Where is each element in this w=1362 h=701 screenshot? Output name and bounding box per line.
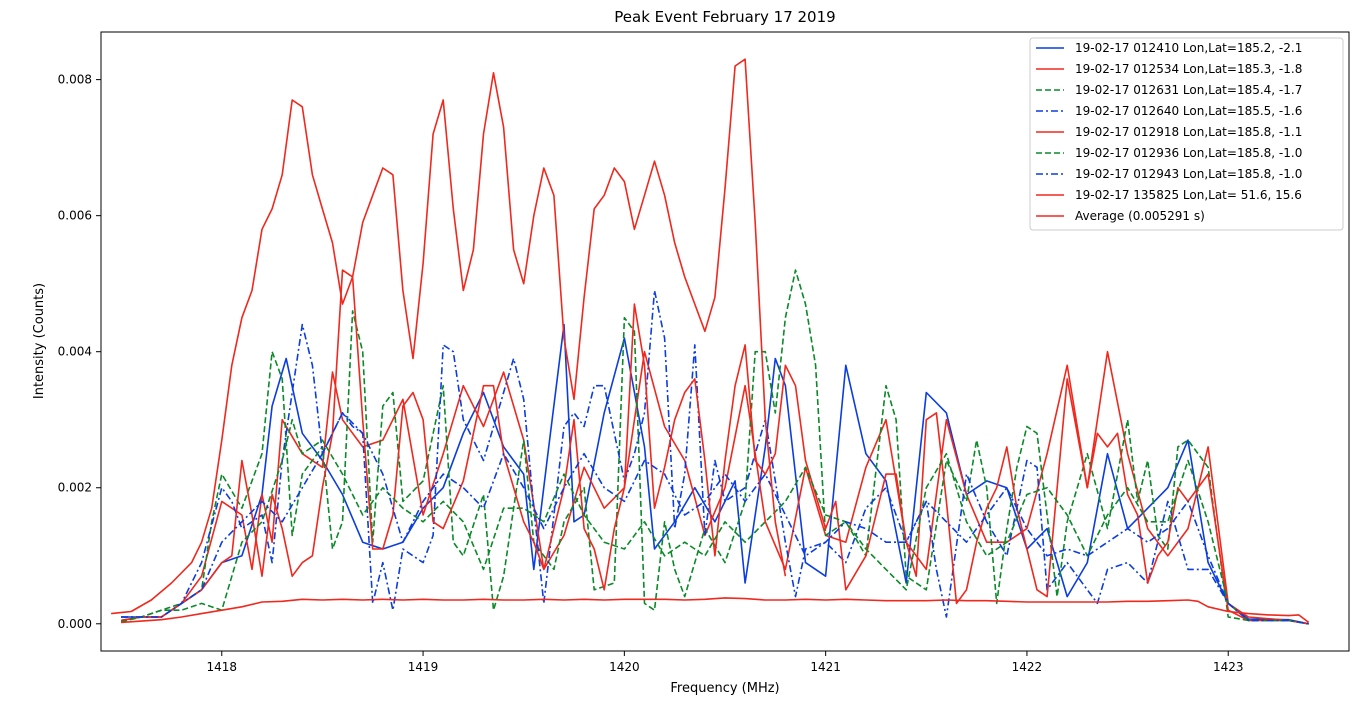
series-line-4: [121, 289, 1309, 625]
series-line-1: [121, 323, 1309, 625]
legend-label-3: 19-02-17 012631 Lon,Lat=185.4, -1.7: [1075, 83, 1302, 97]
y-tick-label: 0.006: [58, 209, 92, 223]
series-line-9: [121, 597, 1310, 624]
plot-area: [111, 58, 1310, 625]
y-tick-label: 0.002: [58, 481, 92, 495]
x-tick-label: 1418: [207, 660, 238, 674]
chart-title: Peak Event February 17 2019: [614, 8, 835, 26]
series-line-3: [120, 269, 1309, 625]
legend-label-8: 19-02-17 135825 Lon,Lat= 51.6, 15.6: [1075, 188, 1302, 202]
y-tick-label: 0.004: [58, 345, 92, 359]
x-tick-label: 1422: [1012, 660, 1043, 674]
axes-frame: [100, 31, 1350, 652]
legend: 19-02-17 012410 Lon,Lat=185.2, -2.1 19-02…: [1029, 37, 1344, 231]
x-axis: 1418 1419 1420 1421 1422 1423: [207, 651, 1244, 674]
legend-box: [1029, 37, 1344, 231]
y-tick-label: 0.000: [58, 617, 92, 631]
x-tick-label: 1421: [810, 660, 841, 674]
x-tick-label: 1420: [609, 660, 640, 674]
series-line-6: [120, 418, 1309, 625]
x-tick-label: 1423: [1213, 660, 1244, 674]
series-line-8: [111, 58, 787, 615]
legend-label-2: 19-02-17 012534 Lon,Lat=185.3, -1.8: [1075, 62, 1302, 76]
x-tick-label: 1419: [408, 660, 439, 674]
series-line-7: [121, 412, 1309, 625]
legend-label-9: Average (0.005291 s): [1075, 209, 1205, 223]
series-line-5: [120, 269, 1309, 625]
legend-label-4: 19-02-17 012640 Lon,Lat=185.5, -1.6: [1075, 104, 1302, 118]
x-axis-label: Frequency (MHz): [670, 681, 779, 696]
legend-label-7: 19-02-17 012943 Lon,Lat=185.8, -1.0: [1075, 167, 1302, 181]
legend-label-6: 19-02-17 012936 Lon,Lat=185.8, -1.0: [1075, 146, 1302, 160]
y-axis-label: Intensity (Counts): [32, 283, 47, 399]
y-tick-label: 0.008: [58, 73, 92, 87]
series-line-2: [120, 350, 1309, 625]
y-axis: 0.000 0.002 0.004 0.006 0.008: [58, 73, 101, 631]
legend-label-5: 19-02-17 012918 Lon,Lat=185.8, -1.1: [1075, 125, 1302, 139]
legend-label-1: 19-02-17 012410 Lon,Lat=185.2, -2.1: [1075, 41, 1302, 55]
